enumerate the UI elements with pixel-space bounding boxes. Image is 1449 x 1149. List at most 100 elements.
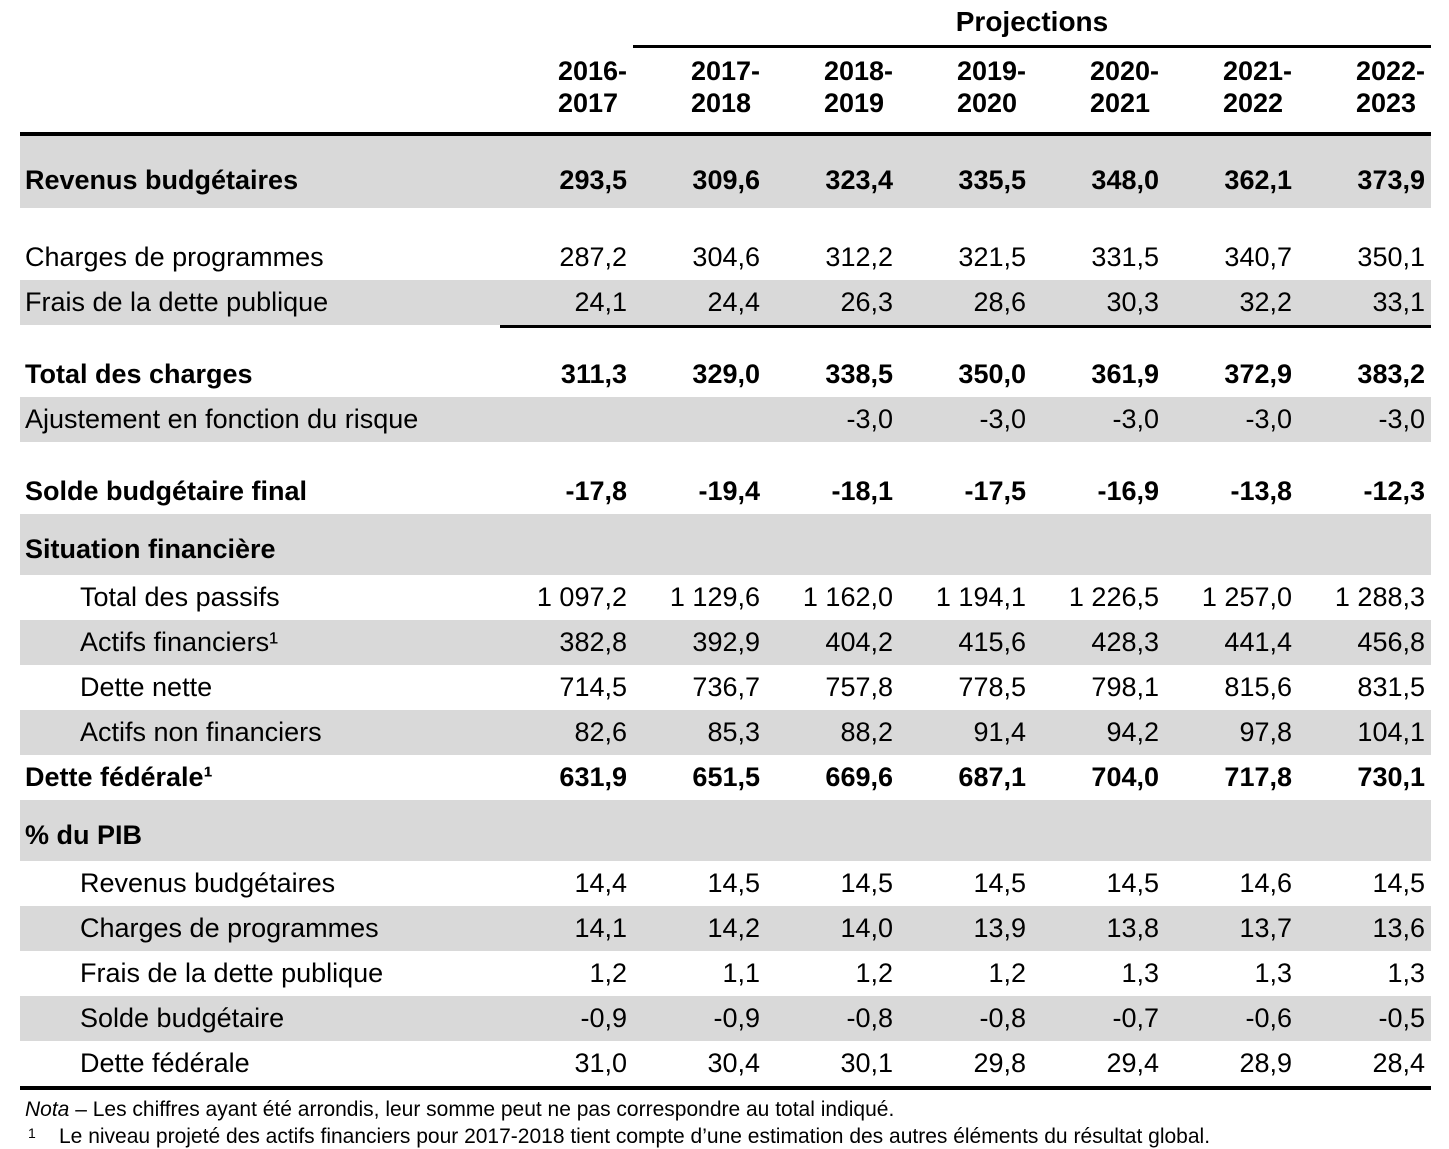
row-label-header-blank [20,48,500,132]
cell-value: 14,5 [707,868,760,898]
cell-value: 335,5 [958,165,1026,195]
cell-value: 361,9 [1091,359,1159,389]
cell-value: 13,7 [1239,913,1292,943]
cell-value: 1 129,6 [669,582,760,612]
cell-value: 651,5 [692,762,760,792]
cell-value: 1,2 [855,958,893,988]
cell-value: 350,1 [1357,242,1425,272]
cell-value: 287,2 [559,242,627,272]
cell-value: 736,7 [692,672,760,702]
cell-value: 404,2 [825,627,893,657]
cell-value: 91,4 [973,717,1026,747]
cell-value: 28,9 [1239,1048,1292,1078]
cell-value: 831,5 [1357,672,1425,702]
cell-value: 30,1 [840,1048,893,1078]
cell-value: -13,8 [1230,476,1292,506]
row-label: Total des passifs [80,582,280,612]
cell-value: 350,0 [958,359,1026,389]
row-spacer [20,442,1431,469]
row-label: Solde budgétaire [80,1003,285,1033]
cell-value: 293,5 [559,165,627,195]
cell-value: 631,9 [559,762,627,792]
year-column-header: 2017- 2018 [633,48,766,132]
cell-value: 815,6 [1224,672,1292,702]
year-column-header: 2016- 2017 [500,48,633,132]
cell-value: 33,1 [1372,287,1425,317]
row-label: Frais de la dette publique [80,958,384,988]
table-row: Charges de programmes 14,1 14,2 14,0 13,9 13,… [20,906,1431,951]
cell-value: 338,5 [825,359,893,389]
year-column-header: 2021- 2022 [1165,48,1298,132]
cell-value: 373,9 [1357,165,1425,195]
cell-value: 14,1 [574,913,627,943]
table-row: Actifs non financiers 82,6 85,3 88,2 91,4 94,… [20,710,1431,755]
cell-value: -0,8 [979,1003,1026,1033]
cell-value: -0,5 [1378,1003,1425,1033]
footnote-1-text: Le niveau projeté des actifs financiers … [59,1125,1211,1149]
cell-value: 24,4 [707,287,760,317]
row-label: Actifs non financiers [80,717,322,747]
cell-value: 14,5 [973,868,1026,898]
table-row: Revenus budgétaires 293,5 309,6 323,4 335,5 3… [20,136,1431,208]
section-header: % du PIB [20,800,1431,861]
cell-value: -17,8 [565,476,627,506]
cell-value: 321,5 [958,242,1026,272]
cell-value: 428,3 [1091,627,1159,657]
cell-value: 1 194,1 [935,582,1026,612]
cell-value: 1,2 [589,958,627,988]
table-header: Projections 2016- 2017 2017- 2018 2018- 20… [20,4,1431,136]
year-column-header: 2019- 2020 [899,48,1032,132]
table-row: Dette fédérale¹ 631,9 651,5 669,6 687,1 704,0… [20,755,1431,800]
row-label: Dette fédérale [80,1048,250,1078]
year-column-header: 2022- 2023 [1298,48,1431,132]
cell-value: 30,4 [707,1048,760,1078]
cell-value: 704,0 [1091,762,1159,792]
cell-value: 309,6 [692,165,760,195]
cell-value: -16,9 [1097,476,1159,506]
cell-value: 730,1 [1357,762,1425,792]
cell-value: 757,8 [825,672,893,702]
table-row: Total des passifs 1 097,2 1 129,6 1 162,0 1 … [20,575,1431,620]
cell-value: -3,0 [979,404,1026,434]
year-column-label: 2018- 2019 [823,56,893,119]
cell-value: 94,2 [1106,717,1159,747]
table-row: Solde budgétaire final -17,8 -19,4 -18,1 -17… [20,469,1431,514]
cell-value: 30,3 [1106,287,1159,317]
cell-value: 329,0 [692,359,760,389]
year-column-label: 2020- 2021 [1089,56,1159,119]
cell-value: 392,9 [692,627,760,657]
footnote-1-marker: 1 [28,1125,36,1142]
section-header: Situation financière [20,514,1431,575]
cell-value: 456,8 [1357,627,1425,657]
cell-value: 24,1 [574,287,627,317]
cell-value: 362,1 [1224,165,1292,195]
cell-value: -0,9 [580,1003,627,1033]
cell-value: 687,1 [958,762,1026,792]
cell-value: 28,6 [973,287,1026,317]
cell-value: -3,0 [1245,404,1292,434]
table-row: Ajustement en fonction du risque -3,0 -3,0… [20,397,1431,442]
cell-value: 104,1 [1357,717,1425,747]
cell-value: 29,8 [973,1048,1026,1078]
cell-value: 717,8 [1224,762,1292,792]
cell-value: 14,5 [840,868,893,898]
row-label: Ajustement en fonction du risque [25,404,419,434]
nota-text: – Les chiffres ayant été arrondis, leur … [69,1098,895,1121]
year-header-row: 2016- 2017 2017- 2018 2018- 2019 2019- 2020… [20,48,1431,132]
cell-value: 1,2 [988,958,1026,988]
cell-value: 85,3 [707,717,760,747]
table-row: Frais de la dette publique 24,1 24,4 26,3 28… [20,280,1431,328]
cell-value: 1,3 [1121,958,1159,988]
cell-value: -0,7 [1112,1003,1159,1033]
table-row: Actifs financiers¹ 382,8 392,9 404,2 415,6 42… [20,620,1431,665]
cell-value: -3,0 [846,404,893,434]
cell-value: 372,9 [1224,359,1292,389]
cell-value: 382,8 [559,627,627,657]
row-label: Frais de la dette publique [25,287,329,317]
cell-value: -3,0 [1112,404,1159,434]
row-label: Total des charges [25,359,253,389]
cell-value: 1 097,2 [536,582,627,612]
cell-value: 714,5 [559,672,627,702]
cell-value: 348,0 [1091,165,1159,195]
cell-value: 14,2 [707,913,760,943]
